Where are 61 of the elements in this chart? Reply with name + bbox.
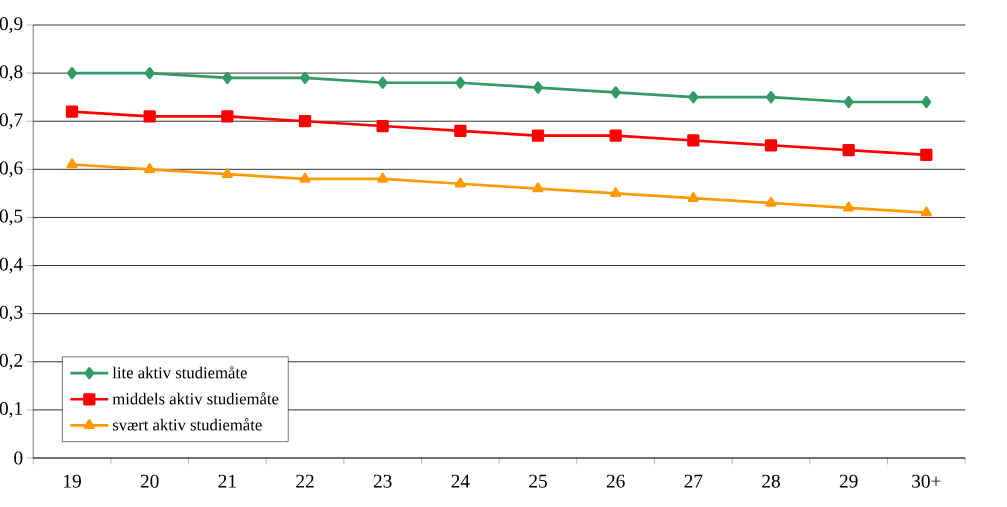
point — [764, 139, 778, 152]
point — [610, 187, 622, 198]
point — [66, 158, 78, 169]
x-tick-label: 25 — [529, 474, 547, 488]
point — [377, 76, 388, 89]
legend-label: middels aktiv studiemåte — [112, 392, 279, 405]
point — [222, 71, 233, 85]
x-tick-label: 23 — [373, 474, 392, 488]
x-tick-label: 27 — [684, 474, 703, 488]
y-tick-label: 0,2 — [0, 353, 23, 370]
point — [144, 163, 156, 174]
point — [843, 95, 854, 109]
y-tick-label: 0,3 — [0, 305, 23, 322]
point — [455, 76, 466, 89]
x-tick-label: 26 — [606, 474, 625, 488]
point — [921, 95, 932, 109]
x-tick-label: 29 — [839, 474, 858, 488]
point — [376, 119, 389, 133]
point — [688, 91, 699, 104]
y-tick-label: 0,1 — [0, 401, 22, 418]
x-tick-label: 20 — [140, 474, 159, 488]
point — [144, 66, 155, 80]
y-tick-label: 0,7 — [0, 113, 23, 130]
point — [298, 115, 312, 128]
point — [221, 110, 234, 123]
point — [300, 71, 310, 85]
legend-label: svært aktiv studiemåte — [112, 418, 262, 431]
x-tick-label: 22 — [296, 474, 314, 488]
point — [766, 91, 776, 104]
point — [843, 201, 855, 212]
point — [143, 110, 156, 123]
point — [67, 66, 77, 80]
y-tick-label: 0,8 — [0, 65, 23, 82]
point — [842, 143, 855, 157]
x-tick-label: 28 — [762, 474, 780, 488]
point — [454, 124, 467, 137]
x-tick-label: 24 — [451, 474, 470, 488]
x-tick-label: 19 — [64, 474, 81, 488]
point — [532, 182, 544, 193]
point — [533, 81, 543, 94]
point — [377, 172, 389, 183]
point — [920, 206, 932, 217]
point — [221, 168, 233, 178]
point — [65, 105, 79, 118]
point — [920, 148, 933, 162]
point — [687, 192, 699, 202]
point — [454, 177, 466, 188]
legend-label: lite aktiv studiemåte — [112, 366, 247, 379]
point — [687, 134, 700, 147]
y-tick-label: 0,6 — [0, 161, 23, 178]
y-tick-label: 0 — [14, 451, 23, 465]
y-tick-label: 0,5 — [0, 209, 23, 226]
x-tick-label: 30+ — [912, 474, 941, 488]
point — [765, 196, 777, 207]
y-tick-label: 0,9 — [0, 17, 23, 33]
point — [531, 129, 545, 142]
x-tick-label: 21 — [218, 474, 236, 488]
y-tick-label: 0,4 — [0, 257, 23, 274]
point — [610, 86, 621, 99]
point — [609, 129, 622, 142]
point — [299, 172, 311, 183]
